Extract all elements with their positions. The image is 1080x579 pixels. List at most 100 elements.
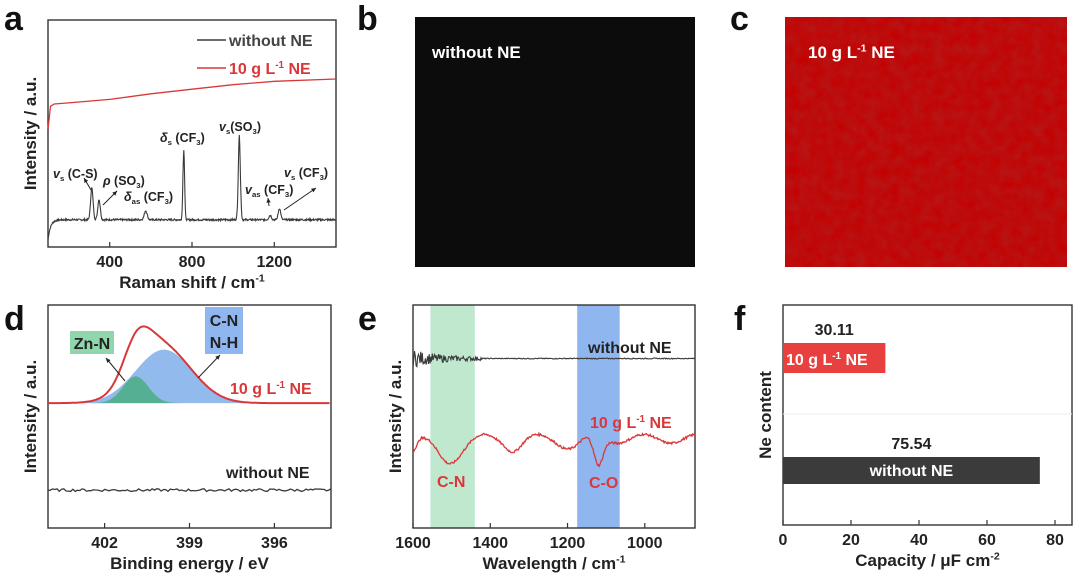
text-part: (CF — [261, 183, 286, 197]
text-part: as — [132, 197, 141, 206]
legend-label-10gL-ne: 10 g L-1 NE — [229, 60, 311, 78]
text-part: δ — [124, 190, 132, 204]
panel-b-image: without NE — [415, 17, 695, 267]
text-part: 10 g L — [230, 381, 276, 398]
zn-n-label: Zn-N — [74, 336, 110, 353]
peak-annotation: vs (CF3) — [284, 166, 328, 182]
component-fill-c-n — [48, 349, 331, 404]
text-part: ) — [141, 174, 145, 188]
x-tick-label: 402 — [91, 535, 118, 552]
text-part: -1 — [255, 273, 265, 285]
x-tick-label: 1000 — [627, 535, 663, 552]
text-part: 10 g L — [229, 61, 275, 78]
x-tick-label: 1400 — [472, 535, 508, 552]
text-part: ) — [324, 166, 328, 180]
arrow-head — [84, 178, 89, 183]
text-part: without NE — [587, 340, 672, 357]
text-part: -1 — [636, 414, 645, 425]
x-axis-label: Capacity / μF cm-2 — [855, 551, 1000, 570]
series-10gL-ne-line — [412, 431, 696, 468]
annotation-arrow — [197, 354, 221, 379]
fluorescence-image-without-ne — [415, 17, 695, 267]
peak-annotation: vs (C-S) — [53, 167, 98, 183]
peak-annotation: δas (CF3) — [124, 190, 173, 206]
x-axis-label: Raman shift / cm-1 — [119, 273, 265, 292]
panel-label-b: b — [357, 0, 378, 38]
series-10gL-ne-line — [48, 325, 330, 405]
series-without-ne-line — [47, 134, 337, 241]
panel-label-a: a — [4, 0, 24, 38]
text-part: 3 — [285, 190, 290, 199]
text-part: Binding energy / eV — [110, 554, 269, 573]
text-part: -1 — [275, 60, 284, 71]
annotation-arrow — [283, 187, 317, 211]
text-part: v — [53, 167, 61, 181]
text-part: (CF — [295, 166, 320, 180]
panel-c-image: 10 g L-1 NE — [785, 17, 1067, 267]
panel-label-e: e — [358, 300, 377, 338]
arrow-head — [215, 355, 220, 360]
c-n-label-box — [205, 307, 243, 354]
x-axis-label: Wavelength / cm-1 — [483, 554, 626, 573]
c-o-label: C-O — [589, 475, 618, 492]
text-part: 10 g L — [786, 352, 832, 369]
series-10gL-ne-line — [47, 78, 337, 130]
c-n-label: C-N — [437, 474, 465, 491]
bar-1 — [783, 457, 1040, 484]
text-part: s — [60, 174, 64, 183]
x-tick-label: 0 — [779, 532, 788, 549]
text-part: NE — [645, 415, 672, 432]
arrow-head — [106, 358, 111, 363]
x-tick-label: 40 — [910, 532, 928, 549]
text-part: (C-S) — [64, 167, 97, 181]
component-fill-zn-n — [48, 376, 331, 404]
y-axis-label: Intensity / a.u. — [386, 360, 405, 473]
text-part: (CF — [140, 190, 165, 204]
arrow-head — [311, 188, 316, 193]
text-part: (SO — [111, 174, 137, 188]
x-tick-label: 60 — [978, 532, 996, 549]
x-tick-label: 20 — [842, 532, 860, 549]
x-tick-label: 1200 — [550, 535, 586, 552]
text-part: Wavelength / cm — [483, 554, 617, 573]
text-part: -1 — [857, 43, 867, 55]
x-tick-label: 800 — [179, 254, 206, 271]
bar-value-label: 75.54 — [891, 436, 931, 453]
y-axis-label: Intensity / a.u. — [21, 360, 40, 473]
legend-label-without-ne: without NE — [228, 33, 313, 50]
n-h-label: N-H — [210, 335, 238, 352]
image-label: without NE — [431, 43, 521, 62]
band-c-n — [430, 305, 475, 528]
peak-annotation: vs(SO3) — [219, 120, 261, 136]
x-tick-label: 80 — [1046, 532, 1064, 549]
y-axis-label: Ne content — [756, 371, 775, 459]
text-part: NE — [285, 381, 312, 398]
x-tick-label: 400 — [96, 254, 123, 271]
text-part: ) — [201, 131, 205, 145]
text-part: NE — [284, 61, 311, 78]
text-part: s — [168, 138, 172, 147]
panel-label-f: f — [734, 300, 746, 338]
bar-0 — [783, 343, 886, 373]
text-part: NE — [867, 43, 895, 62]
x-tick-label: 399 — [176, 535, 203, 552]
text-part: as — [252, 190, 261, 199]
text-part: δ — [160, 131, 168, 145]
text-part: -1 — [832, 351, 841, 362]
text-part: 3 — [165, 197, 170, 206]
series-label-10gL-ne: 10 g L-1 NE — [230, 380, 312, 398]
text-part: ) — [289, 183, 293, 197]
series-label-10gL-ne: 10 g L-1 NE — [590, 414, 672, 432]
text-part: ) — [257, 120, 261, 134]
text-part: 10 g L — [808, 43, 857, 62]
peak-annotation: δs (CF3) — [160, 131, 205, 147]
text-part: without NE — [228, 33, 313, 50]
text-part: s — [226, 127, 230, 136]
series-without-ne-line — [412, 351, 696, 368]
text-part: (SO — [230, 120, 253, 134]
text-part: 10 g L — [590, 415, 636, 432]
text-part: -1 — [616, 554, 626, 566]
